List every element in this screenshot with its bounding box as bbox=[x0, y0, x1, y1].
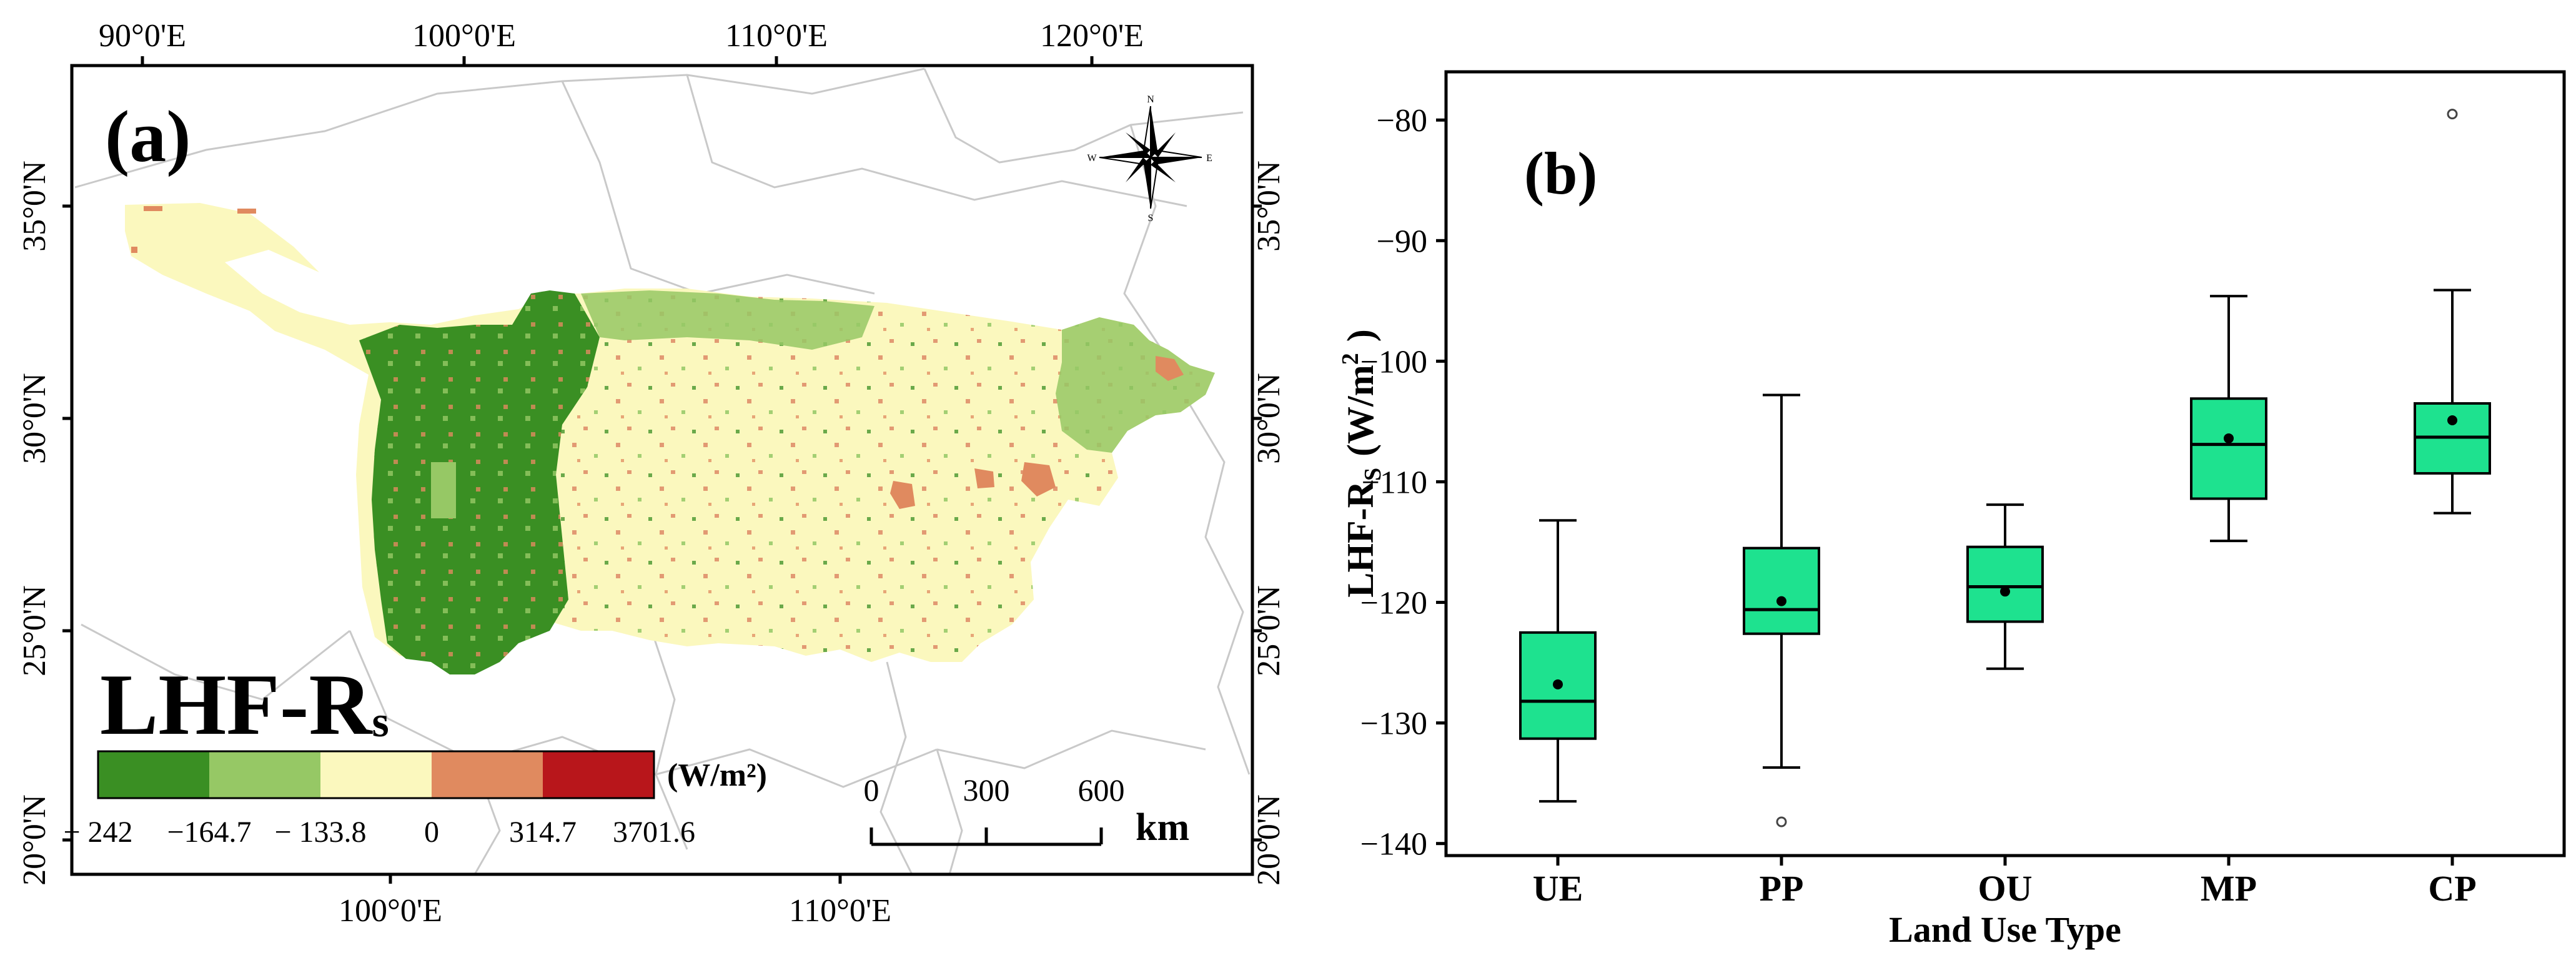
box-cp bbox=[2414, 109, 2491, 515]
x-tick-label: MP bbox=[2201, 868, 2257, 909]
box-iqr bbox=[2190, 397, 2267, 500]
legend-swatch-2 bbox=[209, 751, 320, 798]
x-tick-label: UE bbox=[1533, 868, 1583, 909]
y-title-sup: 2 bbox=[1337, 353, 1364, 365]
panel-a-label: (a) bbox=[105, 96, 191, 177]
lat-label-left-1: 35°0'N bbox=[17, 161, 52, 252]
lon-label-top-3: 110°0'E bbox=[725, 18, 828, 54]
scale-label-600: 600 bbox=[1078, 773, 1125, 807]
box-mean bbox=[1776, 596, 1786, 606]
y-tick-label: −120 bbox=[1360, 586, 1427, 621]
y-axis-title: LHF-RS (W/m2) bbox=[1337, 329, 1386, 597]
box-mean bbox=[2447, 415, 2457, 425]
lon-label-top-2: 100°0'E bbox=[412, 18, 516, 54]
legend-break-3: − 133.8 bbox=[274, 816, 366, 849]
legend-break-2: −164.7 bbox=[167, 816, 251, 849]
compass-e: E bbox=[1206, 153, 1212, 164]
box-ou bbox=[1966, 503, 2044, 670]
map-tick-marks bbox=[62, 56, 1262, 884]
x-axis: UE PP OU MP CP bbox=[1533, 856, 2477, 909]
map-frame bbox=[70, 64, 1254, 876]
lon-label-bottom-2: 110°0'E bbox=[789, 893, 891, 929]
compass-w: W bbox=[1087, 153, 1097, 164]
box-mp bbox=[2190, 295, 2267, 543]
scale-unit: km bbox=[1136, 806, 1189, 849]
panel-b-boxplot: −140 −130 −120 −110 −100 −90 −80 UE PP OU MP CP (b… bbox=[1337, 70, 2566, 950]
compass-s: S bbox=[1148, 213, 1154, 224]
panel-b-label: (b) bbox=[1524, 140, 1597, 207]
box-pp bbox=[1743, 393, 1820, 827]
y-title-main: LHF-R bbox=[1340, 480, 1381, 597]
legend-title: LHF-Rs bbox=[100, 656, 389, 753]
legend-break-5: 314.7 bbox=[509, 816, 577, 849]
legend-swatch-5 bbox=[543, 751, 654, 798]
legend-colorbar bbox=[97, 750, 655, 799]
scale-label-0: 0 bbox=[864, 773, 879, 807]
box-mean bbox=[1553, 679, 1563, 689]
x-tick-label: PP bbox=[1760, 868, 1804, 909]
scale-label-300: 300 bbox=[963, 773, 1010, 807]
lat-label-right-1: 35°0'N bbox=[1251, 161, 1287, 252]
panel-a-map bbox=[74, 67, 1251, 874]
legend-swatch-3 bbox=[320, 751, 432, 798]
lat-label-right-3: 25°0'N bbox=[1251, 585, 1287, 676]
y-tick-label: −130 bbox=[1360, 706, 1427, 742]
lat-label-left-4: 20°0'N bbox=[17, 794, 52, 886]
y-tick-label: −80 bbox=[1377, 103, 1427, 139]
legend-swatch-4 bbox=[432, 751, 543, 798]
y-tick-label: −90 bbox=[1377, 224, 1427, 259]
legend-unit: (W/m²) bbox=[667, 758, 767, 793]
x-tick-label: OU bbox=[1978, 868, 2033, 909]
box-mean bbox=[2224, 433, 2234, 443]
lat-label-left-3: 25°0'N bbox=[17, 585, 52, 676]
lat-label-right-4: 20°0'N bbox=[1251, 794, 1287, 886]
lat-label-right-2: 30°0'N bbox=[1251, 373, 1287, 464]
compass-rose-icon: N S E W bbox=[1087, 94, 1212, 224]
x-tick-label: CP bbox=[2428, 868, 2476, 909]
lon-label-top-4: 120°0'E bbox=[1040, 18, 1144, 54]
compass-n: N bbox=[1147, 94, 1154, 105]
y-title-unit: (W/m bbox=[1340, 365, 1381, 457]
lon-label-bottom-1: 100°0'E bbox=[339, 893, 442, 929]
legend-break-4: 0 bbox=[424, 816, 439, 849]
legend-swatch-1 bbox=[98, 751, 209, 798]
box-ue bbox=[1519, 519, 1597, 803]
x-axis-title: Land Use Type bbox=[1889, 909, 2121, 950]
y-tick-label: −110 bbox=[1362, 465, 1427, 500]
lat-label-left-2: 30°0'N bbox=[17, 373, 52, 464]
y-axis: −140 −130 −120 −110 −100 −90 −80 bbox=[1360, 103, 1446, 862]
scale-bar: 0 300 600 km bbox=[864, 773, 1190, 849]
box-series bbox=[1519, 109, 2491, 827]
box-iqr bbox=[1743, 546, 1820, 635]
box-outlier bbox=[1776, 816, 1787, 827]
legend-break-6: 3701.6 bbox=[613, 816, 695, 849]
lon-label-top-1: 90°0'E bbox=[99, 18, 186, 54]
y-title-sub: S bbox=[1360, 468, 1386, 481]
y-tick-label: −100 bbox=[1360, 344, 1427, 380]
legend-title-main: LHF-R bbox=[100, 656, 373, 753]
box-outlier bbox=[2447, 109, 2458, 120]
box-iqr bbox=[1966, 545, 2044, 623]
legend-title-sub: s bbox=[372, 698, 389, 746]
y-title-close: ) bbox=[1340, 329, 1381, 342]
y-tick-label: −140 bbox=[1360, 827, 1427, 862]
legend-break-1: − 242 bbox=[63, 816, 132, 849]
box-iqr bbox=[1519, 631, 1597, 740]
box-mean bbox=[2000, 586, 2010, 597]
plot-frame bbox=[1444, 70, 2566, 857]
